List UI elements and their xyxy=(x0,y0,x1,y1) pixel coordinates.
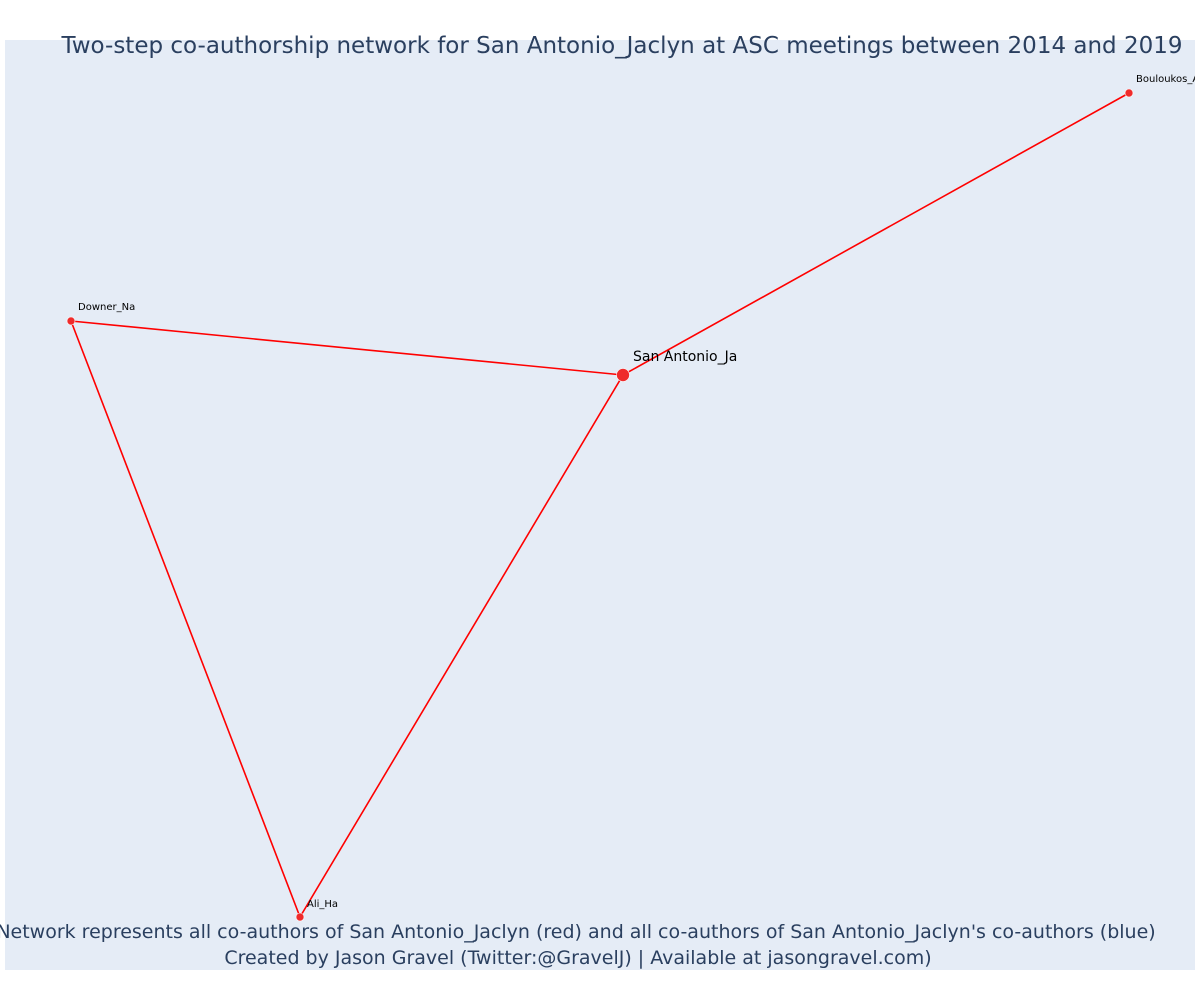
nodes-layer xyxy=(66,88,1134,922)
node-label-downer-na: Downer_Na xyxy=(78,302,135,313)
caption-line-2: Created by Jason Gravel (Twitter:@Gravel… xyxy=(224,947,931,969)
node-label-san-antonio-ja: San Antonio_Ja xyxy=(633,349,737,365)
chart-title: Two-step co-authorship network for San A… xyxy=(60,33,1182,59)
edge-downer-na-ali-ha xyxy=(70,320,301,918)
edge-san-antonio-ja-ali-ha xyxy=(299,374,624,918)
edges-layer xyxy=(70,92,1130,918)
edge-san-antonio-ja-bouloukos-a xyxy=(622,92,1130,376)
node-downer-na[interactable] xyxy=(66,316,76,326)
edge-san-antonio-ja-downer-na xyxy=(70,320,624,376)
node-bouloukos-a[interactable] xyxy=(1124,88,1134,98)
plot-background xyxy=(5,40,1195,970)
node-san-antonio-ja[interactable] xyxy=(616,368,630,382)
labels-layer: San Antonio_Ja Bouloukos_A Downer_Na Ali_Ha xyxy=(78,74,1199,910)
node-ali-ha[interactable] xyxy=(295,912,305,922)
node-label-ali-ha: Ali_Ha xyxy=(307,899,338,910)
node-label-bouloukos-a: Bouloukos_A xyxy=(1136,74,1199,85)
caption-line-1: Network represents all co-authors of San… xyxy=(0,921,1156,943)
